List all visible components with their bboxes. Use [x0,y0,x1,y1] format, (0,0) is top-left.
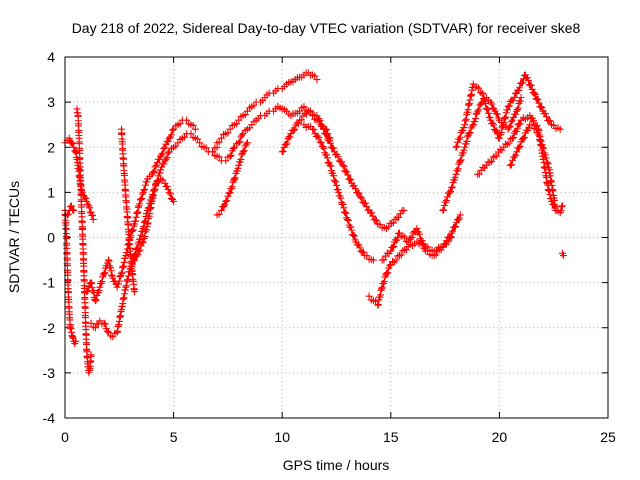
series-arc-4 [73,105,95,377]
data-point-markers [63,202,78,219]
data-point-markers [73,105,95,377]
data-point-markers [126,175,178,273]
y-tick-label: 1 [47,184,55,200]
series-arc-19 [506,121,560,214]
grid [65,57,608,418]
data-point-markers [506,121,560,214]
y-tick-label: -4 [43,410,56,426]
y-tick-label: 0 [47,230,55,246]
series-arc-20 [558,249,567,260]
data-point-markers [439,94,525,214]
data-point-markers [558,249,567,260]
x-axis-label: GPS time / hours [283,457,390,473]
y-tick-label: 4 [47,49,55,65]
data-point-markers [300,121,377,264]
series-arc-17 [452,71,564,151]
data-point-markers [61,206,80,348]
data-point-markers [213,69,321,147]
data-point-markers [87,130,221,341]
x-tick-label: 25 [600,429,616,445]
y-tick-label: -3 [43,365,56,381]
series-arc-11 [213,139,251,219]
x-tick-label: 20 [492,429,508,445]
x-tick-label: 15 [383,429,399,445]
series-arc-5 [87,130,221,341]
series-arc-6 [83,116,199,305]
data-point-markers [378,224,456,264]
chart-title: Day 218 of 2022, Sidereal Day-to-day VTE… [72,20,581,36]
x-tick-label: 10 [274,429,290,445]
y-tick-label: 2 [47,139,55,155]
series-arc-2 [61,206,80,348]
data-point-markers [83,116,199,305]
data-point-markers [213,139,251,219]
series-arc-15 [378,224,456,264]
series-arc-3 [63,202,78,219]
x-tick-label: 5 [170,429,178,445]
data-point-markers [452,71,564,151]
series-arc-8 [126,175,178,273]
data-point-markers [278,107,408,232]
y-axis-label: SDTVAR / TECUs [6,181,22,293]
series-arc-7 [117,125,139,296]
y-tick-label: -1 [43,275,56,291]
series-arc-12 [278,107,408,232]
x-tick-label: 0 [61,429,69,445]
plot-frame [64,56,609,419]
y-tick-label: -2 [43,320,56,336]
series-arc-16 [439,94,525,214]
series-arc-9 [213,69,321,147]
data-points [61,69,567,377]
data-point-markers [117,125,139,296]
series-arc-13 [300,121,377,264]
y-tick-label: 3 [47,94,55,110]
